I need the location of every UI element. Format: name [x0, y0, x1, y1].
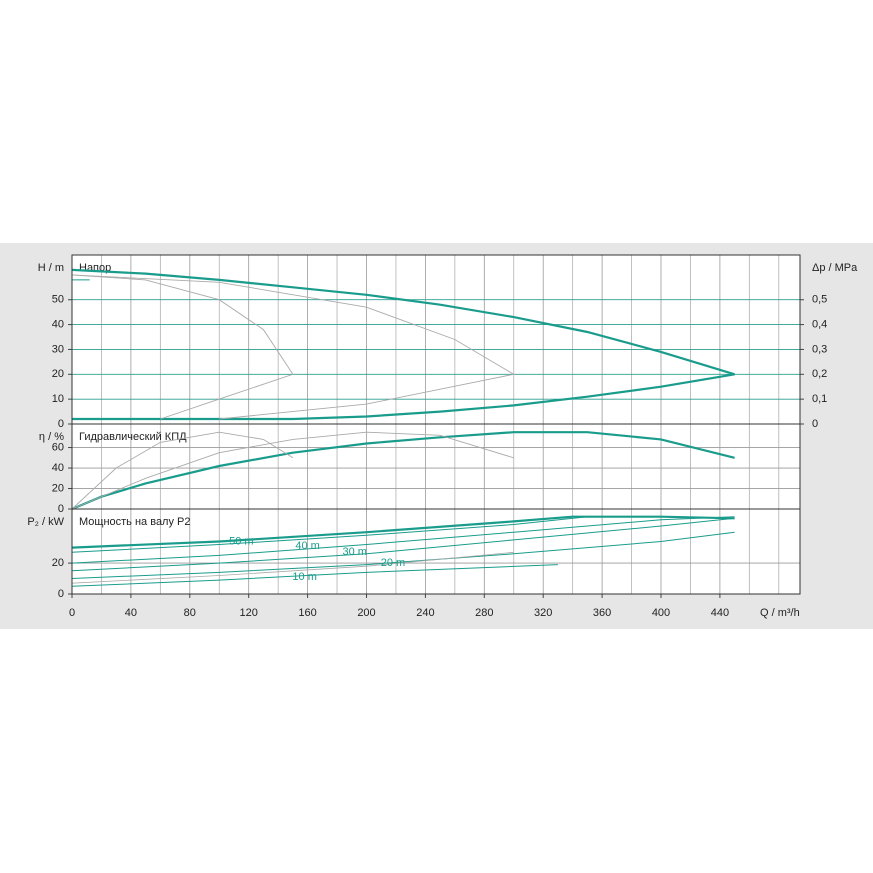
y2-tick-label: 0,3	[812, 343, 827, 355]
x-axis-label: Q / m³/h	[760, 607, 800, 619]
x-tick-label: 440	[711, 607, 729, 619]
y-tick-label: 20	[52, 557, 64, 569]
annotation: 10 m	[292, 571, 316, 583]
y2-axis-label: Δp / MPa	[812, 262, 858, 274]
x-tick-label: 160	[298, 607, 316, 619]
y-axis-label: η / %	[39, 431, 64, 443]
x-tick-label: 40	[125, 607, 137, 619]
y-tick-label: 20	[52, 482, 64, 494]
y-tick-label: 20	[52, 368, 64, 380]
y-axis-label: H / m	[38, 262, 64, 274]
curve	[71, 274, 515, 420]
x-tick-label: 80	[184, 607, 196, 619]
x-tick-label: 240	[416, 607, 434, 619]
y-tick-label: 0	[58, 418, 64, 430]
y2-tick-label: 0	[812, 418, 818, 430]
curve	[71, 516, 735, 564]
panel-title: Мощность на валу P2	[79, 516, 191, 528]
x-tick-label: 200	[357, 607, 375, 619]
curve	[71, 431, 514, 510]
y-tick-label: 40	[52, 462, 64, 474]
y-axis-label: P₂ / kW	[27, 516, 64, 528]
annotation: 20 m	[381, 557, 405, 569]
annotation: 30 m	[342, 546, 366, 558]
y-tick-label: 60	[52, 441, 64, 453]
annotation: 50 m	[229, 535, 253, 547]
curve	[71, 274, 294, 420]
y-tick-label: 0	[58, 503, 64, 515]
x-tick-label: 120	[240, 607, 258, 619]
curve	[71, 551, 514, 584]
x-tick-label: 0	[69, 607, 75, 619]
x-tick-label: 360	[593, 607, 611, 619]
panel-title: Гидравлический КПД	[79, 431, 187, 443]
y2-tick-label: 0,1	[812, 393, 827, 405]
curve	[71, 268, 735, 376]
x-tick-label: 280	[475, 607, 493, 619]
y-tick-label: 30	[52, 343, 64, 355]
y2-tick-label: 0,2	[812, 368, 827, 380]
curve	[71, 431, 735, 511]
x-tick-label: 400	[652, 607, 670, 619]
curve	[71, 564, 558, 587]
y-tick-label: 10	[52, 393, 64, 405]
curve	[71, 516, 661, 553]
y-tick-label: 0	[58, 588, 64, 600]
y2-tick-label: 0,4	[812, 318, 827, 330]
plot-frame	[71, 254, 801, 595]
x-tick-label: 320	[534, 607, 552, 619]
annotation: 40 m	[295, 540, 319, 552]
y-tick-label: 50	[52, 294, 64, 306]
curve	[71, 431, 294, 510]
y-tick-label: 40	[52, 318, 64, 330]
curve	[71, 517, 735, 572]
curve	[72, 373, 735, 421]
y2-tick-label: 0,5	[812, 294, 827, 306]
